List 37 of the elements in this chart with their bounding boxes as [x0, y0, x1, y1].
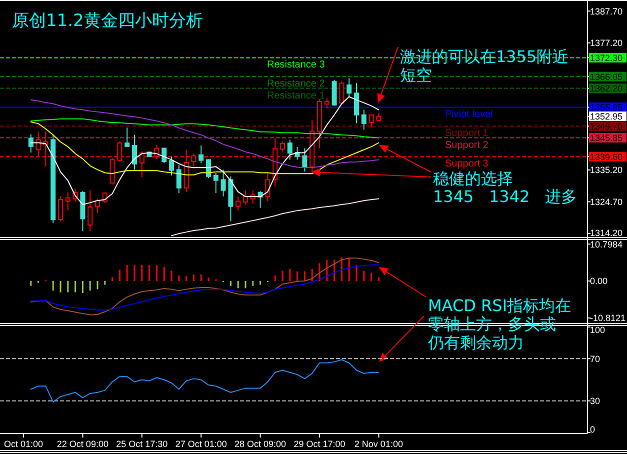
- y-tick-label: 1314.20: [590, 228, 623, 238]
- x-tick-label: 29 Oct 17:00: [294, 439, 346, 449]
- x-tick-label: Oct 01:00: [4, 439, 44, 449]
- price-badge: 1362.20: [589, 83, 626, 94]
- y-tick-label: 1324.70: [590, 196, 623, 207]
- y-tick-label: 0: [590, 424, 596, 435]
- ref-line-label: Piviot level: [445, 109, 493, 120]
- y-tick-label: 100: [590, 325, 606, 336]
- ref-line-label: Support 1: [445, 128, 489, 140]
- line-series: [30, 118, 380, 138]
- price-badge: 1345.85: [589, 132, 626, 143]
- y-tick-label: -10.8121: [590, 313, 626, 324]
- y-tick-label: 30: [590, 396, 600, 406]
- line-series: [30, 264, 380, 311]
- line-series: [30, 359, 380, 402]
- text: 1345 1342 进多: [433, 187, 577, 206]
- ref-line-label: Resistance 1: [267, 90, 326, 102]
- line-series: [171, 198, 380, 236]
- y-tick-label: 1335.20: [590, 165, 623, 176]
- price-badge: 1352.95: [589, 111, 626, 122]
- line-series: [30, 258, 380, 316]
- y-tick-label: 70: [590, 354, 600, 364]
- ref-line-label: Resistance 2: [267, 78, 326, 90]
- x-tick-label: 2 Nov 01:00: [354, 439, 403, 449]
- ref-line-label: Resistance 3: [267, 60, 326, 71]
- y-tick-label: 1387.70: [590, 6, 623, 16]
- ref-line-label: Support 2: [445, 140, 489, 151]
- y-tick-label: 10.7984: [590, 239, 623, 250]
- x-tick-label: 27 Oct 01:00: [175, 439, 227, 449]
- x-tick-label: 25 Oct 17:30: [116, 439, 168, 449]
- x-tick-label: 28 Oct 09:00: [234, 439, 286, 449]
- text: 稳健的选择: [433, 169, 513, 188]
- y-tick-label: 1377.20: [590, 38, 623, 48]
- ref-line-label: Support 3: [445, 158, 489, 170]
- x-tick-label: 22 Oct 09:00: [56, 439, 108, 449]
- y-tick-label: 0.00: [590, 276, 608, 286]
- text: 原创11.2黄金四小时分析: [12, 11, 203, 31]
